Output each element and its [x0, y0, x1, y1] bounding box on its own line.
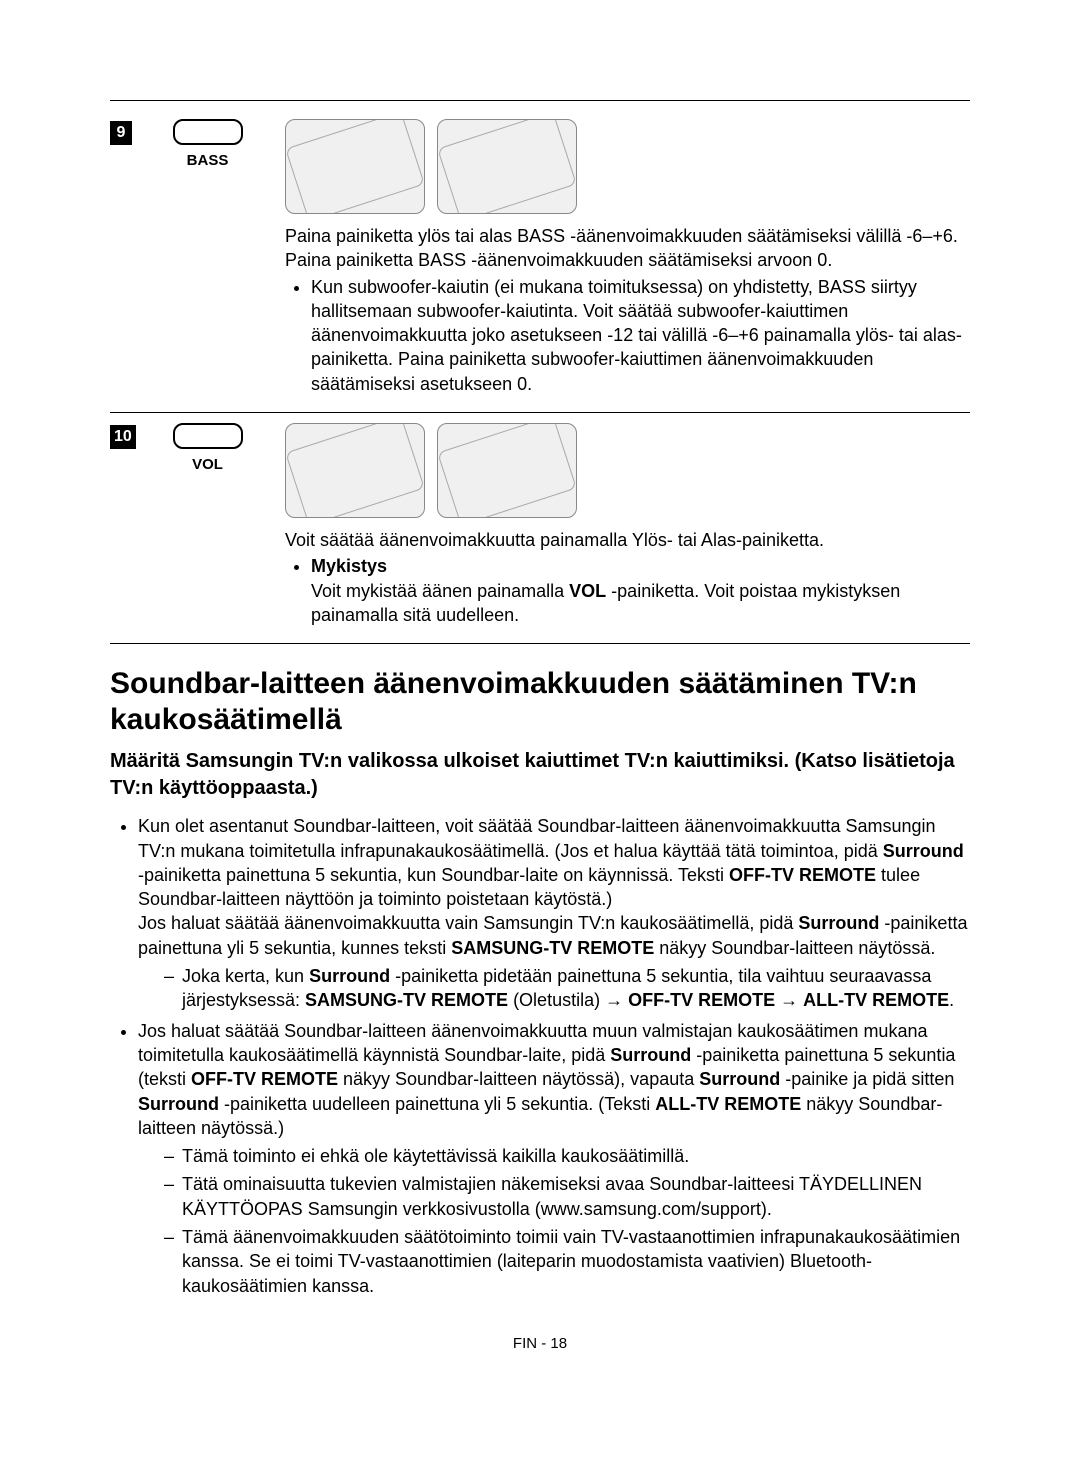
remote-illustration — [437, 119, 577, 214]
feature-row-10: 10 VOL Voit säätää äänenvoimakkuutta pai… — [110, 413, 970, 644]
main-item-2: Jos haluat säätää Soundbar-laitteen ääne… — [138, 1019, 970, 1298]
row-description: Voit säätää äänenvoimakkuutta painamalla… — [265, 423, 970, 629]
button-caption: BASS — [150, 151, 265, 171]
desc-paragraph: Paina painiketta BASS -äänenvoimakkuuden… — [285, 248, 970, 272]
bold-term: OFF-TV REMOTE — [628, 990, 775, 1010]
row-label-col: VOL — [150, 423, 265, 629]
bullet-text: Voit mykistää äänen painamalla — [311, 581, 569, 601]
button-outline-icon — [173, 423, 243, 449]
bullet-item: Mykistys Voit mykistää äänen painamalla … — [311, 554, 970, 627]
row-label-col: BASS — [150, 119, 265, 398]
main-list: Kun olet asentanut Soundbar-laitteen, vo… — [110, 814, 970, 1298]
bold-term: Surround — [699, 1069, 780, 1089]
desc-paragraph: Voit säätää äänenvoimakkuutta painamalla… — [285, 528, 970, 552]
remote-illustration — [437, 423, 577, 518]
illustration-row — [285, 423, 970, 518]
page-footer: FIN - 18 — [110, 1334, 970, 1354]
bold-term: VOL — [569, 581, 606, 601]
text: -painike ja pidä sitten — [780, 1069, 954, 1089]
dash-item: Tämä äänenvoimakkuuden säätötoiminto toi… — [164, 1225, 970, 1298]
button-caption: VOL — [150, 455, 265, 475]
desc-paragraph: Paina painiketta ylös tai alas BASS -ään… — [285, 224, 970, 248]
dash-item: Tätä ominaisuutta tukevien valmistajien … — [164, 1172, 970, 1221]
bold-term: Surround — [138, 1094, 219, 1114]
text: näkyy Soundbar-laitteen näytössä. — [654, 938, 935, 958]
desc-bullets: Mykistys Voit mykistää äänen painamalla … — [285, 554, 970, 627]
top-rule — [110, 100, 970, 101]
desc-bullets: Kun subwoofer-kaiutin (ei mukana toimitu… — [285, 275, 970, 396]
button-outline-icon — [173, 119, 243, 145]
bold-term: Surround — [610, 1045, 691, 1065]
dash-item: Joka kerta, kun Surround -painiketta pid… — [164, 964, 970, 1013]
text: -painiketta painettuna 5 sekuntia, kun S… — [138, 865, 729, 885]
dash-list: Joka kerta, kun Surround -painiketta pid… — [138, 964, 970, 1013]
bullet-item: Kun subwoofer-kaiutin (ei mukana toimitu… — [311, 275, 970, 396]
row-description: Paina painiketta ylös tai alas BASS -ään… — [265, 119, 970, 398]
text: -painiketta uudelleen painettuna yli 5 s… — [219, 1094, 655, 1114]
bold-term: Surround — [883, 841, 964, 861]
bold-term: SAMSUNG-TV REMOTE — [305, 990, 508, 1010]
text: Jos haluat säätää äänenvoimakkuutta vain… — [138, 913, 798, 933]
row-number: 9 — [110, 119, 150, 398]
illustration-row — [285, 119, 970, 214]
dash-list: Tämä toiminto ei ehkä ole käytettävissä … — [138, 1144, 970, 1298]
section-subhead: Määritä Samsungin TV:n valikossa ulkoise… — [110, 748, 970, 802]
feature-row-9: 9 BASS Paina painiketta ylös tai alas BA… — [110, 109, 970, 413]
text: näkyy Soundbar-laitteen näytössä), vapau… — [338, 1069, 699, 1089]
text: . — [949, 990, 954, 1010]
section-title: Soundbar-laitteen äänenvoimakkuuden säät… — [110, 666, 970, 738]
bold-term: OFF-TV REMOTE — [191, 1069, 338, 1089]
bold-term: SAMSUNG-TV REMOTE — [451, 938, 654, 958]
number-badge: 9 — [110, 121, 132, 145]
text: (Oletustila) → — [508, 990, 628, 1010]
bold-term: ALL-TV REMOTE — [803, 990, 949, 1010]
dash-item: Tämä toiminto ei ehkä ole käytettävissä … — [164, 1144, 970, 1168]
number-badge: 10 — [110, 425, 136, 449]
bold-term: OFF-TV REMOTE — [729, 865, 876, 885]
bold-term: ALL-TV REMOTE — [655, 1094, 801, 1114]
remote-illustration — [285, 423, 425, 518]
bullet-title: Mykistys — [311, 556, 387, 576]
text: Kun olet asentanut Soundbar-laitteen, vo… — [138, 816, 936, 860]
remote-illustration — [285, 119, 425, 214]
text: → — [775, 990, 803, 1010]
main-item-1: Kun olet asentanut Soundbar-laitteen, vo… — [138, 814, 970, 1012]
text: Joka kerta, kun — [182, 966, 309, 986]
bold-term: Surround — [309, 966, 390, 986]
bold-term: Surround — [798, 913, 879, 933]
row-number: 10 — [110, 423, 150, 629]
